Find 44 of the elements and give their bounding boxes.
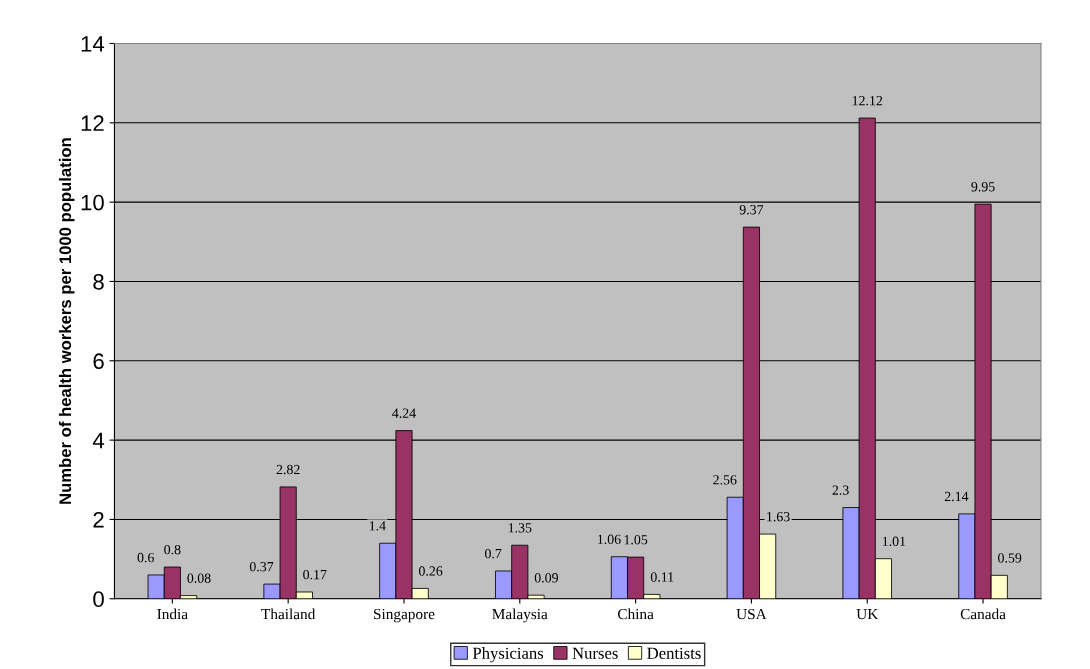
data-label: 1.4 (369, 521, 386, 531)
data-label: 1.35 (508, 523, 532, 533)
y-tick-label: 12 (81, 115, 104, 131)
legend-label: Dentists (647, 647, 701, 659)
x-tick-label: Thailand (261, 608, 316, 620)
y-tick-label: 8 (93, 273, 104, 290)
data-label: 0.26 (418, 566, 443, 576)
data-label: 2.82 (276, 464, 300, 475)
y-tick-label: 4 (92, 432, 105, 449)
data-label: 2.14 (944, 491, 969, 502)
y-tick-label: 6 (93, 353, 104, 370)
y-tick-label: 2 (93, 511, 104, 528)
data-label: 2.3 (832, 485, 849, 495)
x-tick-label: USA (736, 608, 767, 620)
data-label: 0.59 (998, 553, 1022, 563)
y-tick-label: 0 (93, 591, 104, 608)
legend-label: Physicians (472, 647, 544, 663)
data-label: 0.17 (303, 569, 327, 580)
y-tick-label: 10 (81, 194, 104, 211)
x-tick-label: Canada (960, 608, 1006, 620)
x-tick-label: China (617, 608, 654, 620)
data-label: 0.8 (164, 544, 181, 555)
data-label: 0.09 (534, 573, 559, 583)
data-label: 0.7 (485, 548, 502, 559)
data-label: 1.63 (767, 512, 790, 522)
data-label: 0.6 (137, 552, 154, 563)
x-tick-label: India (157, 608, 188, 620)
data-label: 0.08 (187, 573, 211, 583)
data-label: 1.06 (598, 534, 621, 545)
data-label: 12.12 (852, 95, 883, 106)
data-label: 9.37 (739, 205, 764, 215)
x-tick-label: UK (856, 609, 879, 620)
data-label: 4.24 (392, 408, 416, 418)
x-tick-label: Malaysia (492, 608, 548, 623)
x-tick-label: Singapore (374, 608, 435, 623)
data-label: 0.11 (650, 572, 674, 582)
data-label: 9.95 (971, 182, 995, 192)
legend-label: Nurses (572, 647, 618, 659)
y-axis-title: Number of health workers per 1000 population (58, 138, 75, 504)
y-tick-label: 14 (81, 36, 105, 52)
data-label: 1.01 (882, 536, 906, 547)
data-label: 1.05 (624, 535, 648, 545)
data-label: 0.37 (249, 561, 274, 572)
data-label: 2.56 (713, 475, 737, 485)
